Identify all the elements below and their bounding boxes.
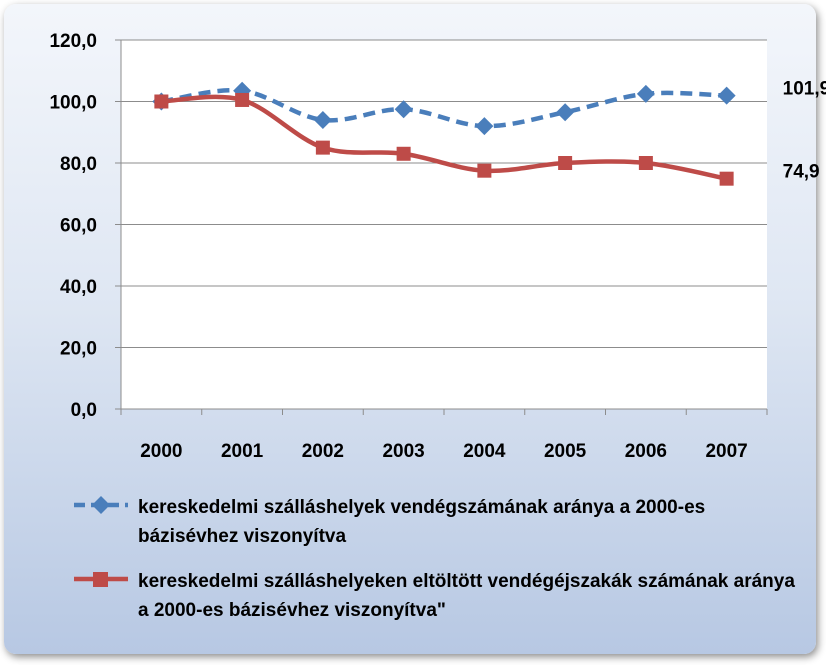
- x-tick-label: 2006: [625, 441, 667, 462]
- x-tick-label: 2004: [463, 441, 506, 462]
- legend-label-series-2: kereskedelmi szálláshelyeken eltöltött v…: [138, 571, 795, 621]
- x-tick-label: 2002: [302, 441, 344, 462]
- series-1-point: [556, 103, 575, 122]
- series-1-point: [717, 86, 736, 105]
- y-tick-label: 80,0: [60, 154, 97, 175]
- series-1-point: [313, 110, 332, 129]
- y-tick-label: 60,0: [60, 216, 97, 237]
- series-2-point: [638, 156, 653, 170]
- legend-label-series-1: kereskedelmi szálláshelyek vendégszámána…: [138, 497, 706, 547]
- series-1-line: [161, 87, 727, 129]
- series-2-point: [558, 156, 573, 170]
- series-2-point: [154, 94, 169, 109]
- series-2-point: [719, 171, 734, 186]
- legend-item-series-2: kereskedelmi szálláshelyeken eltöltött v…: [72, 567, 798, 625]
- y-tick-label: 120,0: [49, 31, 97, 52]
- y-tick-label: 20,0: [60, 339, 97, 360]
- legend-swatch-series-1: [72, 495, 130, 515]
- series-2-end-label: 74,9: [783, 162, 820, 183]
- y-tick-label: 0,0: [71, 400, 97, 421]
- legend-swatch-series-2: [72, 569, 130, 589]
- series-2-point: [477, 163, 492, 178]
- x-tick-label: 2000: [140, 441, 182, 462]
- series-2-point: [235, 92, 250, 107]
- x-tick-label: 2007: [705, 441, 747, 462]
- series-1-point: [475, 117, 494, 136]
- series-2-point: [315, 140, 330, 155]
- series-1-point: [394, 100, 413, 119]
- y-tick-label: 40,0: [60, 277, 97, 298]
- x-tick-label: 2001: [221, 441, 264, 462]
- series-2-point: [396, 146, 411, 161]
- series-1-point: [636, 84, 655, 103]
- x-tick-label: 2005: [544, 441, 587, 462]
- x-tick-label: 2003: [382, 441, 424, 462]
- y-tick-label: 100,0: [49, 93, 97, 114]
- series-1-end-label: 101,9: [783, 79, 826, 100]
- legend-item-series-1: kereskedelmi szálláshelyek vendégszámána…: [72, 493, 798, 551]
